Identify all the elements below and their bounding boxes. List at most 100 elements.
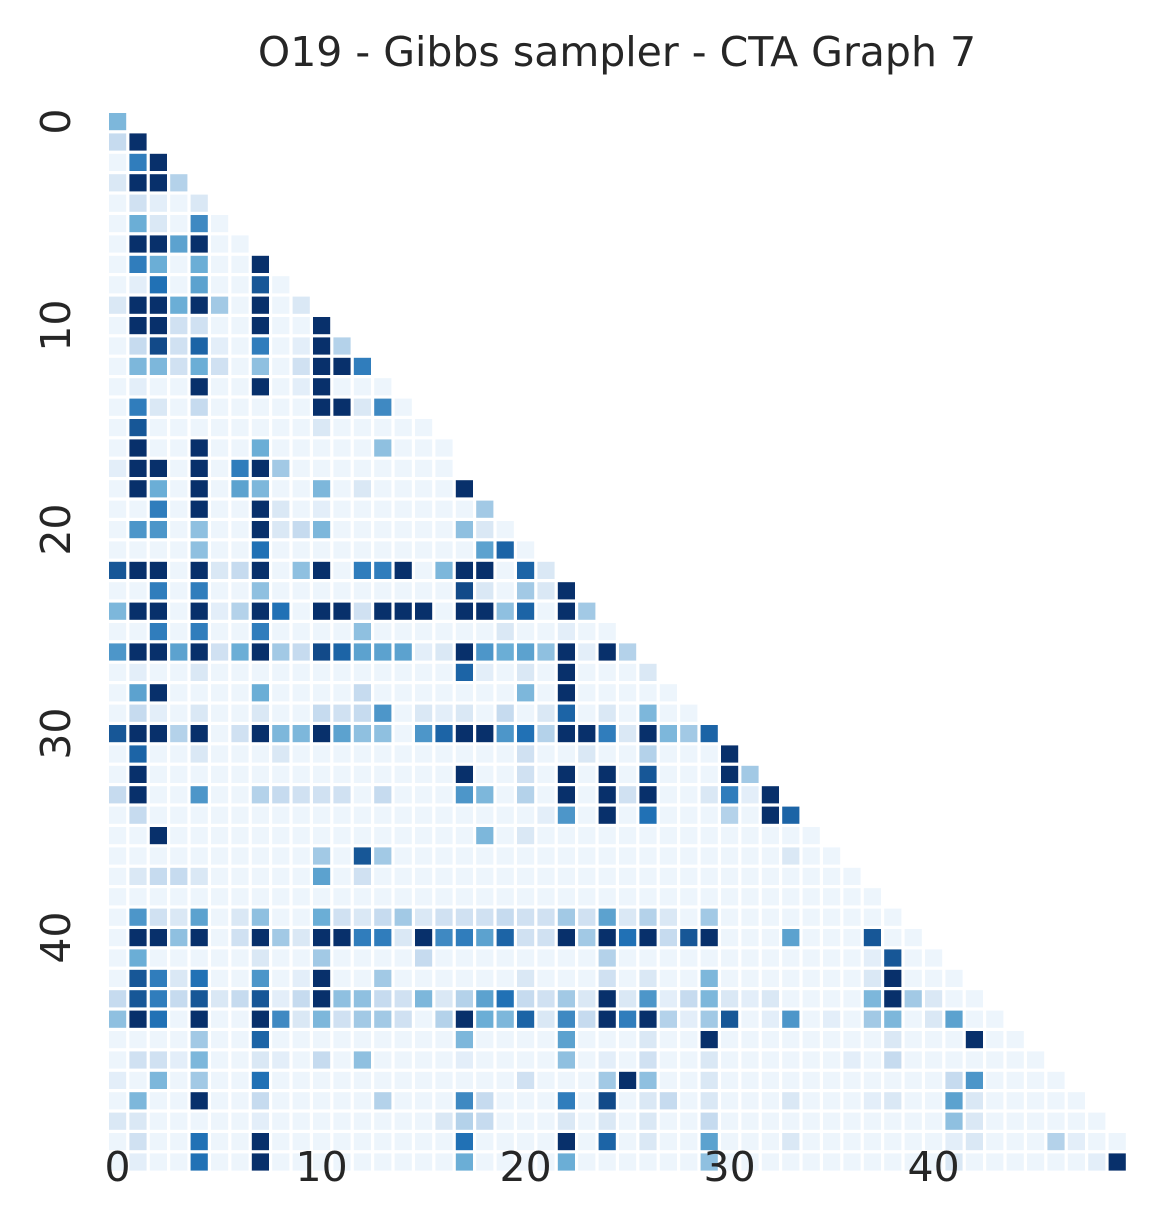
heatmap-cell: [476, 704, 494, 722]
heatmap-cell: [190, 276, 208, 294]
heatmap-cell: [313, 888, 331, 906]
heatmap-cell: [578, 1153, 596, 1171]
heatmap-cell: [761, 1153, 779, 1171]
heatmap-cell: [1006, 1153, 1024, 1171]
heatmap-cell: [435, 806, 453, 824]
heatmap-cell: [619, 745, 637, 763]
heatmap-cell: [190, 561, 208, 579]
heatmap-cell: [211, 398, 229, 416]
heatmap-cell: [353, 459, 371, 477]
heatmap-cell: [517, 1031, 535, 1049]
heatmap-cell: [170, 663, 188, 681]
heatmap-cell: [109, 1133, 127, 1151]
heatmap-cell: [211, 1071, 229, 1089]
heatmap-cell: [455, 1092, 473, 1110]
heatmap-cell: [231, 1153, 249, 1171]
heatmap-cell: [190, 949, 208, 967]
heatmap-cell: [415, 806, 433, 824]
heatmap-cell: [353, 847, 371, 865]
heatmap-cell: [680, 1071, 698, 1089]
heatmap-cell: [782, 1071, 800, 1089]
heatmap-cell: [251, 949, 269, 967]
heatmap-cell: [455, 684, 473, 702]
heatmap-cell: [231, 357, 249, 375]
heatmap-cell: [211, 255, 229, 273]
heatmap-cell: [353, 357, 371, 375]
heatmap-cell: [721, 888, 739, 906]
heatmap-cell: [129, 1071, 147, 1089]
heatmap-cell: [517, 908, 535, 926]
heatmap-cell: [476, 786, 494, 804]
y-tick-label: 10: [32, 300, 80, 352]
heatmap-cell: [353, 1092, 371, 1110]
heatmap-cell: [415, 1071, 433, 1089]
heatmap-cell: [149, 929, 167, 947]
heatmap-cell: [374, 1153, 392, 1171]
heatmap-cell: [313, 500, 331, 518]
heatmap-cell: [578, 786, 596, 804]
heatmap-cell: [925, 1153, 943, 1171]
heatmap-cell: [394, 1092, 412, 1110]
heatmap-cell: [578, 684, 596, 702]
heatmap-cell: [292, 1133, 310, 1151]
heatmap-cell: [884, 1051, 902, 1069]
heatmap-cell: [292, 867, 310, 885]
heatmap-cell: [190, 398, 208, 416]
heatmap-cell: [537, 663, 555, 681]
heatmap-cell: [435, 1092, 453, 1110]
heatmap-cell: [945, 990, 963, 1008]
heatmap-cell: [455, 990, 473, 1008]
heatmap-cell: [435, 521, 453, 539]
heatmap-cell: [333, 602, 351, 620]
heatmap-cell: [149, 419, 167, 437]
heatmap-cell: [496, 684, 514, 702]
heatmap-cell: [333, 725, 351, 743]
heatmap-cell: [761, 1092, 779, 1110]
heatmap-cell: [1108, 1133, 1126, 1151]
heatmap-cell: [129, 725, 147, 743]
heatmap-cell: [149, 174, 167, 192]
heatmap-cell: [557, 929, 575, 947]
heatmap-cell: [313, 337, 331, 355]
heatmap-cell: [109, 643, 127, 661]
heatmap-cell: [231, 806, 249, 824]
heatmap-cell: [272, 1133, 290, 1151]
y-tick-label: 0: [32, 109, 80, 135]
heatmap-cell: [517, 704, 535, 722]
heatmap-cell: [251, 459, 269, 477]
heatmap-cell: [680, 1112, 698, 1130]
heatmap-cell: [496, 704, 514, 722]
heatmap-cell: [741, 949, 759, 967]
heatmap-cell: [272, 1031, 290, 1049]
heatmap-cell: [700, 827, 718, 845]
heatmap-cell: [598, 929, 616, 947]
heatmap-cell: [415, 765, 433, 783]
heatmap-cell: [211, 663, 229, 681]
heatmap-cell: [619, 1153, 637, 1171]
heatmap-cell: [680, 888, 698, 906]
heatmap-cell: [639, 949, 657, 967]
heatmap-cell: [353, 684, 371, 702]
heatmap-cell: [109, 663, 127, 681]
heatmap-cell: [598, 725, 616, 743]
heatmap-cell: [517, 765, 535, 783]
heatmap-cell: [965, 1071, 983, 1089]
heatmap-cell: [292, 378, 310, 396]
heatmap-cell: [149, 745, 167, 763]
heatmap-cell: [251, 1051, 269, 1069]
heatmap-cell: [659, 1010, 677, 1028]
heatmap-cell: [496, 1153, 514, 1171]
heatmap-cell: [374, 1031, 392, 1049]
heatmap-cell: [149, 480, 167, 498]
heatmap-cell: [394, 827, 412, 845]
heatmap-cell: [109, 337, 127, 355]
heatmap-cell: [904, 1010, 922, 1028]
heatmap-cell: [170, 1133, 188, 1151]
heatmap-cell: [211, 1153, 229, 1171]
heatmap-cell: [251, 806, 269, 824]
heatmap-cell: [476, 1010, 494, 1028]
heatmap-cell: [292, 1051, 310, 1069]
heatmap-cell: [353, 1133, 371, 1151]
heatmap-cell: [986, 1031, 1004, 1049]
heatmap-cell: [455, 500, 473, 518]
